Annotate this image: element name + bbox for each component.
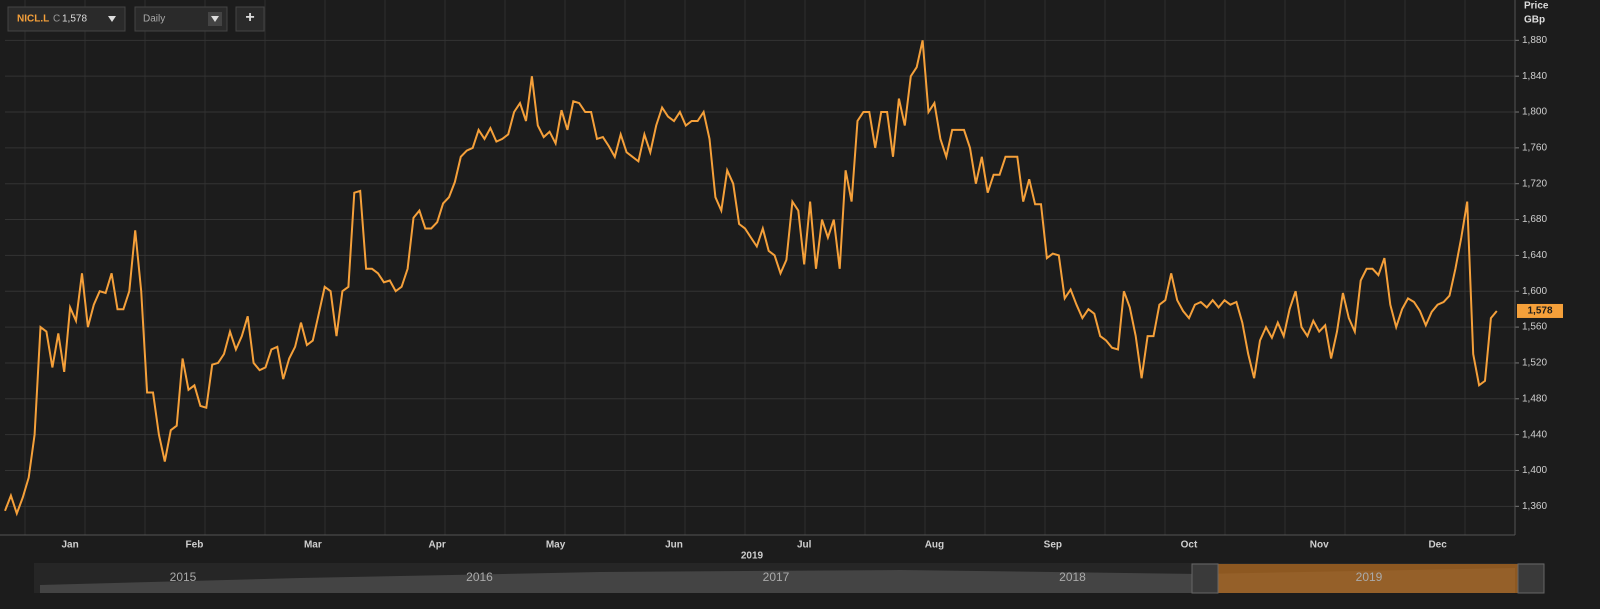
navigator-year: 2017: [763, 570, 790, 584]
x-tick-label: Mar: [304, 540, 322, 551]
y-tick-label: 1,520: [1522, 358, 1547, 369]
y-tick-label: 1,360: [1522, 501, 1547, 512]
y-tick-label: 1,840: [1522, 71, 1547, 82]
navigator-year: 2016: [466, 570, 493, 584]
dropdown-arrow: [211, 16, 219, 22]
dropdown-arrow: [108, 16, 116, 22]
navigator-handle[interactable]: [1517, 563, 1545, 594]
x-tick-label: Sep: [1044, 540, 1062, 551]
y-tick-label: 1,400: [1522, 465, 1547, 476]
add-label: +: [245, 9, 254, 26]
y-tick-label: 1,800: [1522, 107, 1547, 118]
y-tick-label: 1,760: [1522, 143, 1547, 154]
add-button[interactable]: [235, 6, 265, 32]
x-tick-label: Jul: [797, 540, 812, 551]
price-line: [4, 40, 1498, 517]
x-axis-year: 2019: [741, 551, 764, 562]
close-prefix: C: [53, 14, 60, 25]
y-tick-label: 1,440: [1522, 429, 1547, 440]
y-tick-label: 1,680: [1522, 214, 1547, 225]
x-tick-label: Aug: [925, 540, 944, 551]
interval: Daily: [143, 14, 165, 25]
y-tick-label: 1,480: [1522, 393, 1547, 404]
close-value: 1,578: [62, 14, 87, 25]
x-tick-label: Jun: [665, 540, 683, 551]
x-tick-label: May: [546, 540, 566, 551]
x-tick-label: Nov: [1310, 540, 1329, 551]
navigator-year: 2019: [1356, 570, 1383, 584]
navigator-handle[interactable]: [1191, 563, 1219, 594]
plot-area: [4, 0, 1515, 535]
navigator-selection[interactable]: [1218, 564, 1518, 593]
ticker-box[interactable]: [7, 6, 126, 32]
y-axis-unit: GBp: [1524, 15, 1545, 26]
y-tick-label: 1,560: [1522, 322, 1547, 333]
x-tick-label: Feb: [186, 540, 204, 551]
last-price-label: 1,578: [1527, 306, 1552, 317]
y-tick-label: 1,600: [1522, 286, 1547, 297]
y-tick-label: 1,880: [1522, 35, 1547, 46]
y-tick-label: 1,720: [1522, 178, 1547, 189]
ticker: NICL.L: [17, 14, 49, 25]
x-tick-label: Jan: [62, 540, 79, 551]
y-axis-title: Price: [1524, 1, 1549, 12]
x-tick-label: Oct: [1181, 540, 1198, 551]
x-tick-label: Dec: [1428, 540, 1447, 551]
navigator-year: 2018: [1059, 570, 1086, 584]
x-tick-label: Apr: [429, 540, 446, 551]
navigator-area: [40, 568, 1515, 593]
navigator-year: 2015: [170, 570, 197, 584]
y-tick-label: 1,640: [1522, 250, 1547, 261]
last-price-tag: [1517, 303, 1563, 318]
